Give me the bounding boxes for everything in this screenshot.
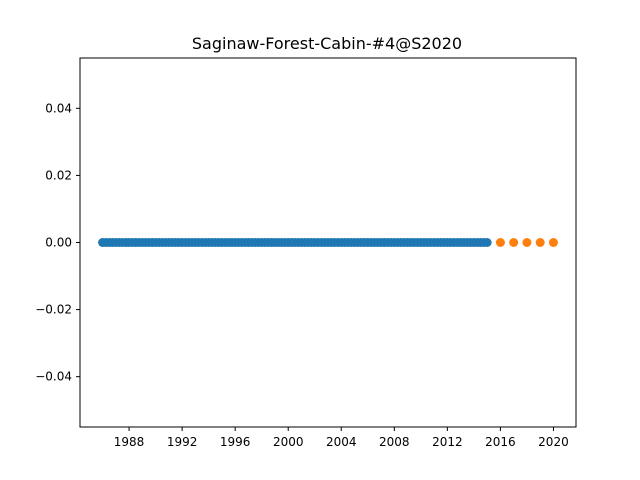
y-tick-label: 0.02 bbox=[45, 168, 72, 182]
series-0-point bbox=[482, 238, 492, 247]
y-tick-label: −0.04 bbox=[35, 370, 72, 384]
x-tick-label: 2008 bbox=[379, 435, 410, 449]
series-1-point bbox=[522, 238, 532, 247]
y-tick-label: 0.04 bbox=[45, 101, 72, 115]
x-tick-label: 2004 bbox=[326, 435, 357, 449]
x-tick-label: 2012 bbox=[432, 435, 463, 449]
x-tick-label: 2016 bbox=[485, 435, 516, 449]
series-1-point bbox=[495, 238, 505, 247]
x-tick-label: 1992 bbox=[167, 435, 198, 449]
x-tick-label: 2000 bbox=[273, 435, 304, 449]
series-1-point bbox=[535, 238, 545, 247]
x-tick-label: 1996 bbox=[220, 435, 251, 449]
y-tick-label: −0.02 bbox=[35, 303, 72, 317]
x-tick-label: 1988 bbox=[114, 435, 145, 449]
series-1-point bbox=[548, 238, 558, 247]
series-1-point bbox=[509, 238, 519, 247]
x-tick-label: 2020 bbox=[538, 435, 569, 449]
chart-title: Saginaw-Forest-Cabin-#4@S2020 bbox=[192, 34, 462, 53]
axes: 1988 1992 1996 2000 2004 2008 2012 2016 2020 0.04… bbox=[35, 57, 577, 449]
plot-marks bbox=[98, 238, 558, 247]
y-tick-label: 0.00 bbox=[45, 236, 72, 250]
